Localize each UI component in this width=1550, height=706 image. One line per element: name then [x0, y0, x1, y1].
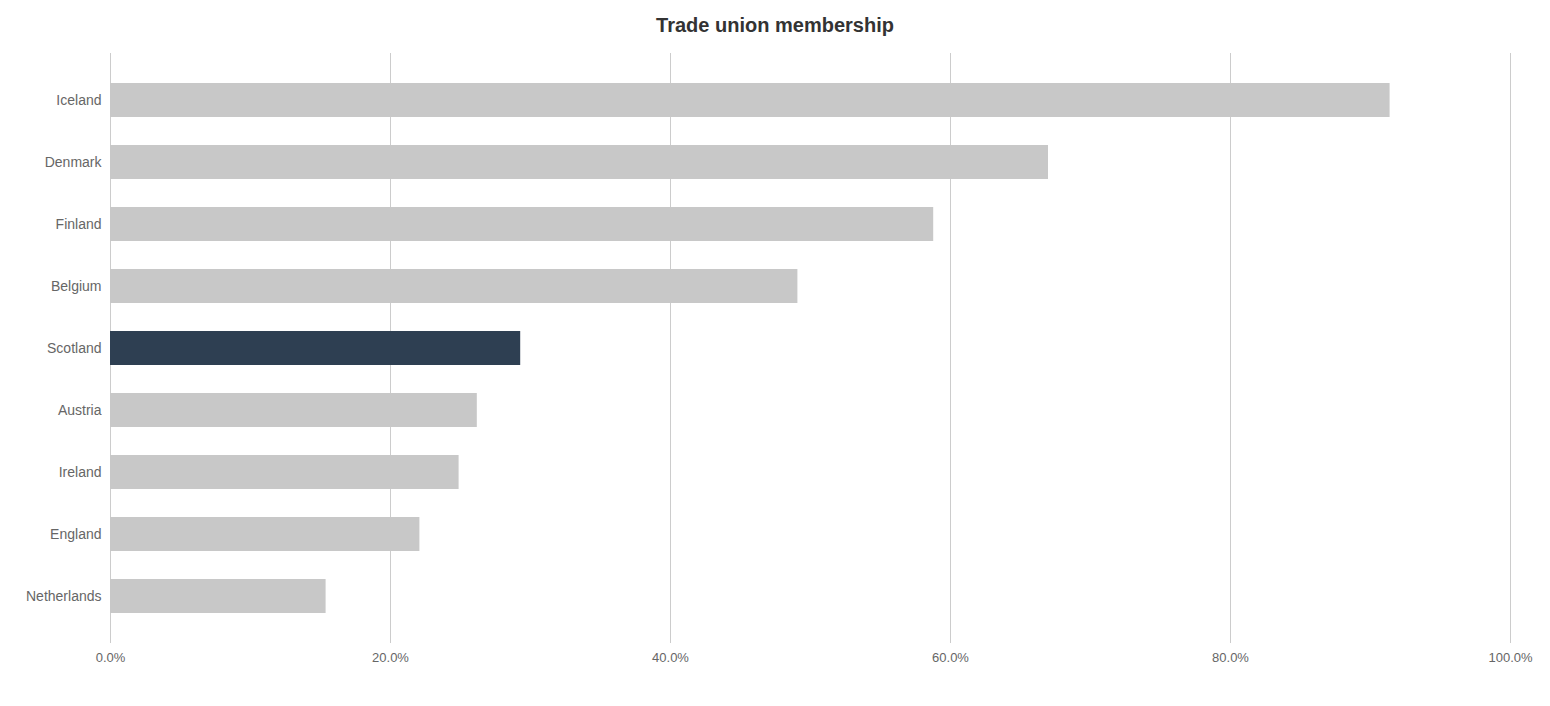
- svg-text:Denmark: Denmark: [45, 154, 103, 170]
- svg-text:100.0%: 100.0%: [1488, 650, 1533, 665]
- svg-text:40.0%: 40.0%: [652, 650, 689, 665]
- svg-text:Scotland: Scotland: [47, 340, 101, 356]
- svg-text:60.0%: 60.0%: [932, 650, 969, 665]
- svg-text:England: England: [50, 526, 101, 542]
- svg-text:0.0%: 0.0%: [96, 650, 126, 665]
- html-text:Trade union membership: Trade union membership: [656, 14, 894, 36]
- svg-text:80.0%: 80.0%: [1212, 650, 1249, 665]
- svg-text:Finland: Finland: [56, 216, 102, 232]
- svg-text:Iceland: Iceland: [56, 92, 101, 108]
- svg-text:Ireland: Ireland: [59, 464, 102, 480]
- svg-text:Austria: Austria: [58, 402, 102, 418]
- svg-text:Belgium: Belgium: [51, 278, 102, 294]
- svg-text:Netherlands: Netherlands: [26, 588, 102, 604]
- svg-text:20.0%: 20.0%: [372, 650, 409, 665]
